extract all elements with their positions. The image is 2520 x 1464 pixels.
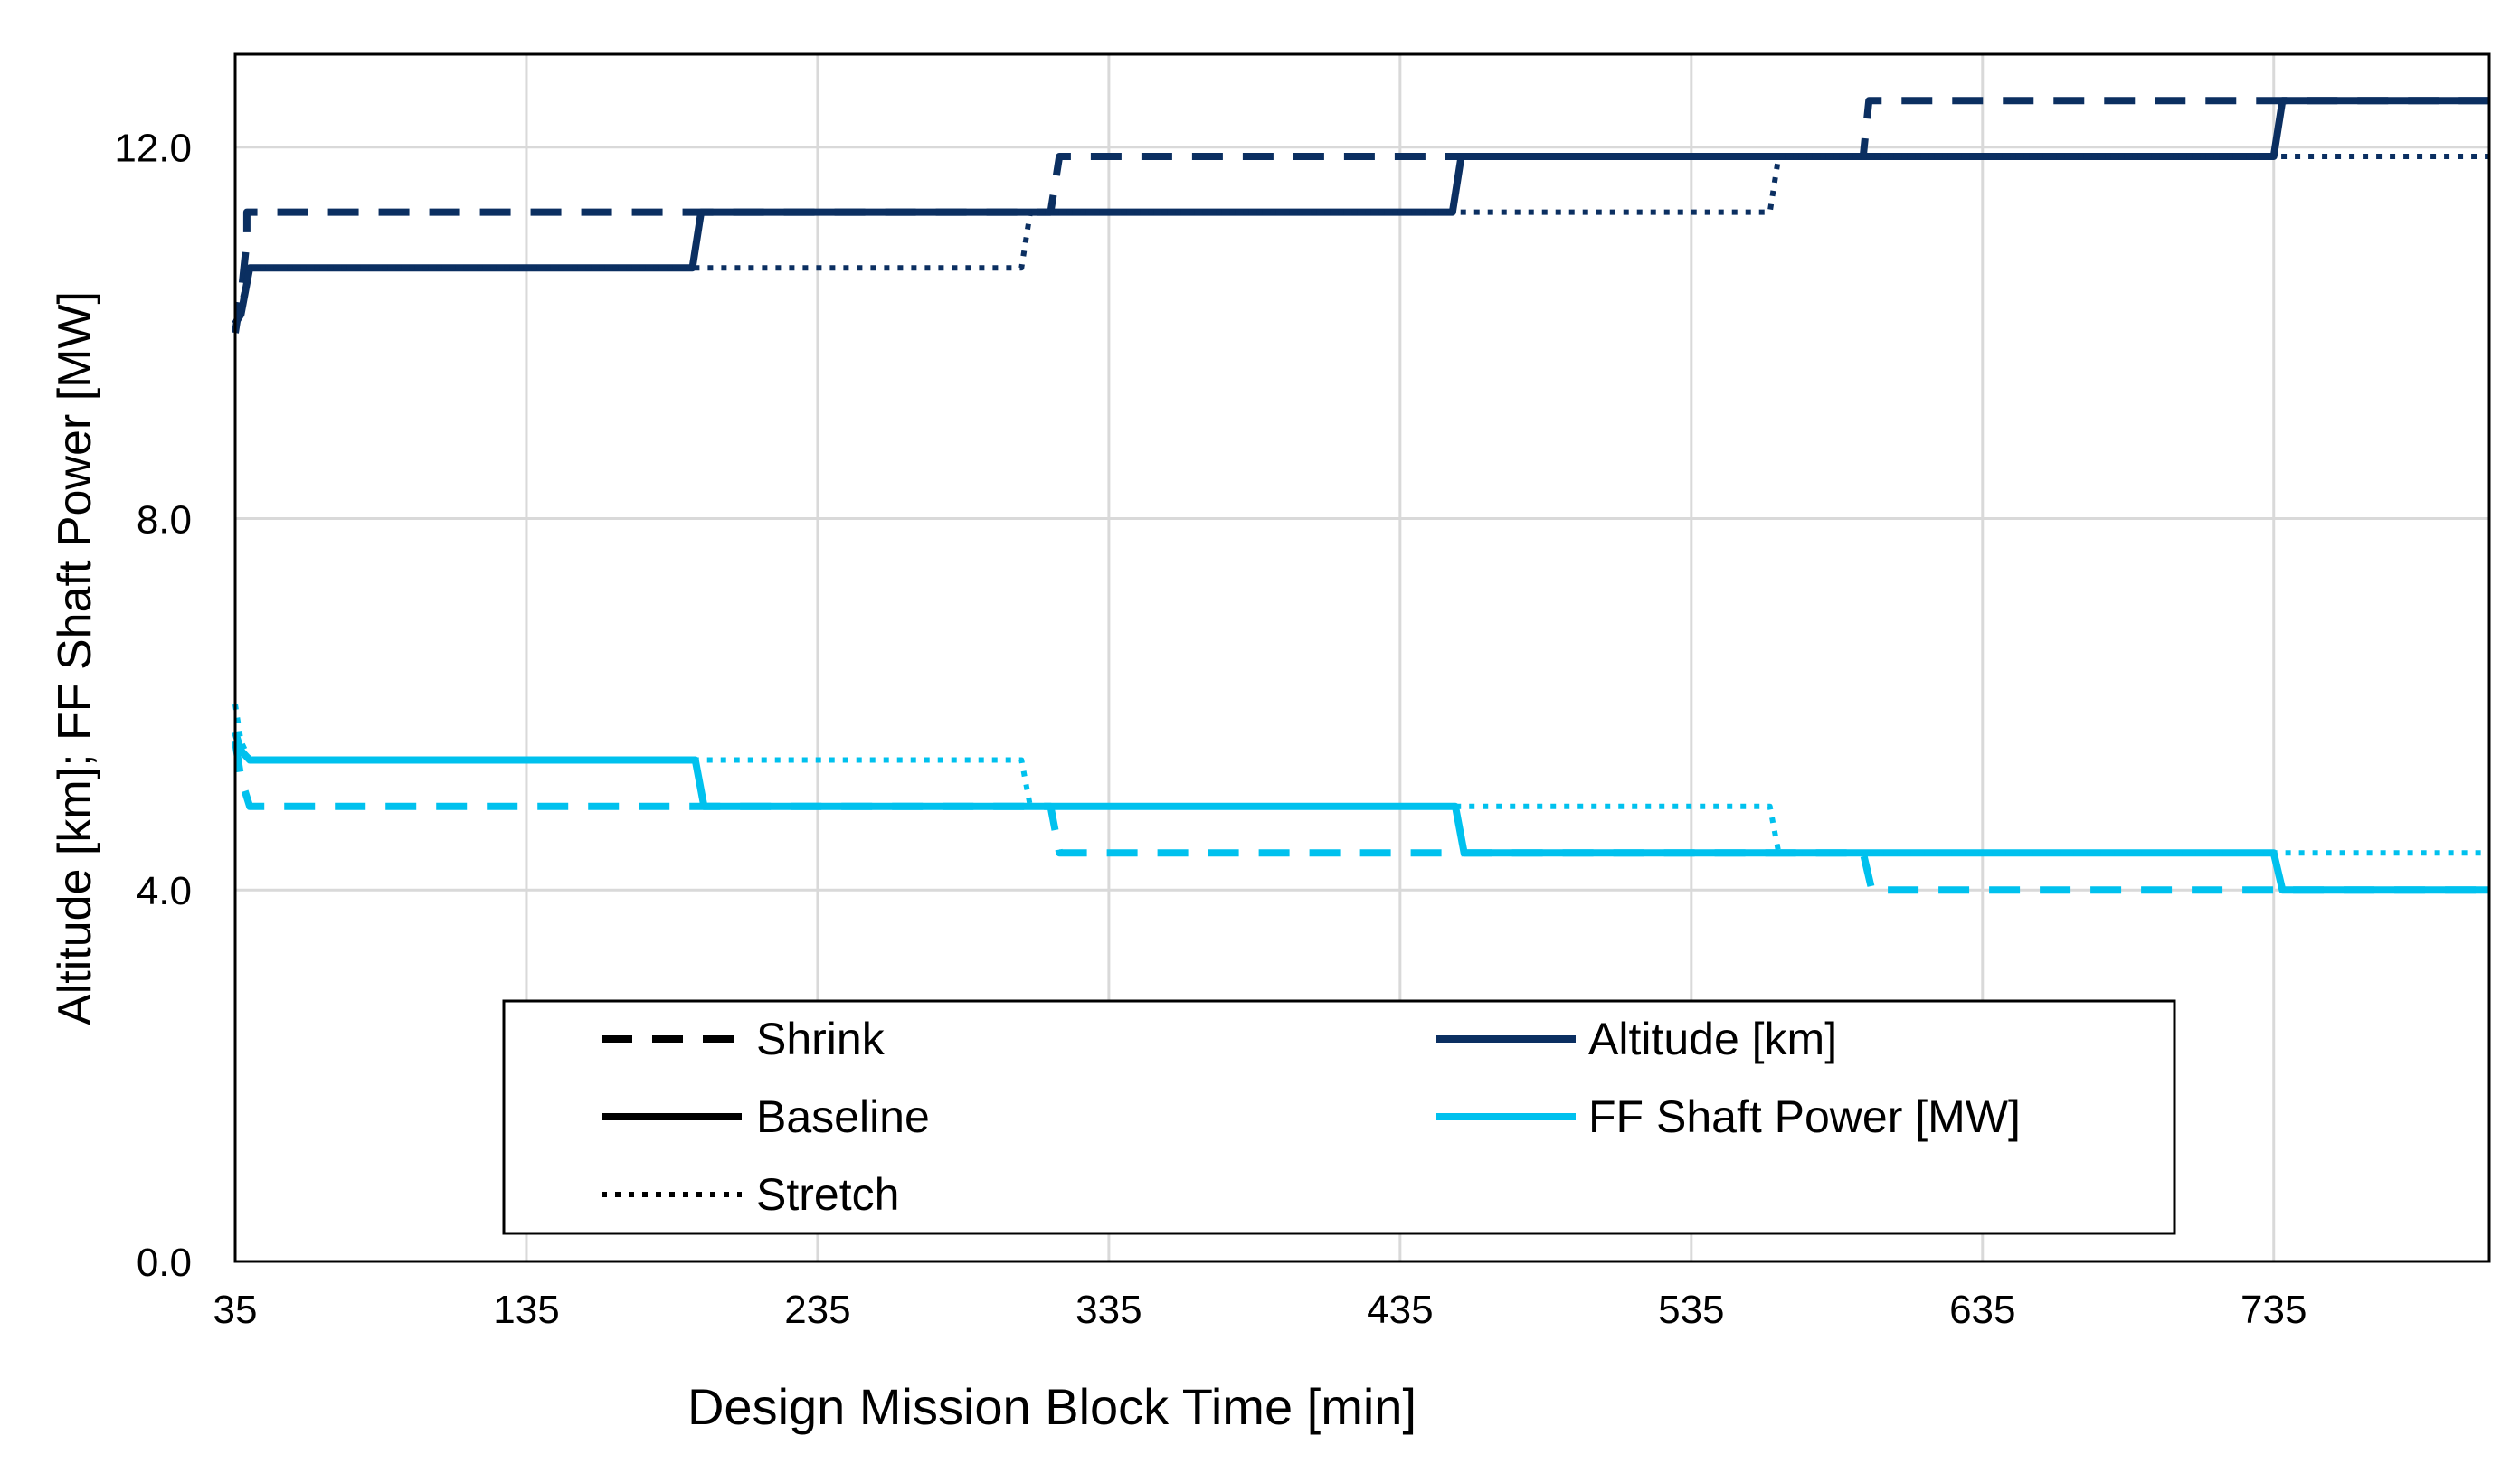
- legend-label: Shrink: [756, 1014, 886, 1064]
- y-tick-labels: 0.0 4.0 8.0 12.0: [114, 127, 192, 1285]
- x-tick-label: 35: [213, 1288, 258, 1332]
- x-tick-label: 535: [1658, 1288, 1724, 1332]
- legend-label: Altitude [km]: [1588, 1014, 1837, 1064]
- gridlines: [235, 54, 2489, 1261]
- legend-box: [502, 999, 2176, 1235]
- x-tick-labels: 35 135 235 335 435 535 635 735: [213, 1288, 2307, 1332]
- plot-series: [232, 97, 2489, 894]
- x-axis-label: Design Mission Block Time [min]: [687, 1378, 1416, 1435]
- x-tick-label: 235: [784, 1288, 850, 1332]
- x-tick-label: 735: [2241, 1288, 2307, 1332]
- series-line-altitude-dotted: [232, 154, 2489, 325]
- legend: Shrink Baseline Stretch Altitude [km] FF Sha…: [502, 999, 2176, 1235]
- y-tick-label: 0.0: [137, 1241, 192, 1285]
- x-tick-label: 435: [1367, 1288, 1433, 1332]
- y-tick-label: 4.0: [137, 869, 192, 913]
- legend-label: FF Shaft Power [MW]: [1588, 1091, 2021, 1142]
- x-tick-label: 335: [1075, 1288, 1142, 1332]
- y-axis-label: Altitude [km]; FF Shaft Power [MW]: [49, 291, 101, 1025]
- y-tick-label: 8.0: [137, 497, 192, 542]
- plot-area-frame: [233, 52, 2491, 1263]
- x-tick-label: 135: [493, 1288, 559, 1332]
- series-line-power-dashed: [232, 741, 2489, 894]
- series-line-altitude-solid: [232, 97, 2489, 326]
- x-tick-label: 635: [1949, 1288, 2015, 1332]
- y-tick-label: 12.0: [114, 127, 192, 171]
- series-line-power-dotted: [232, 704, 2489, 856]
- legend-label: Baseline: [756, 1091, 930, 1142]
- legend-label: Stretch: [756, 1169, 899, 1220]
